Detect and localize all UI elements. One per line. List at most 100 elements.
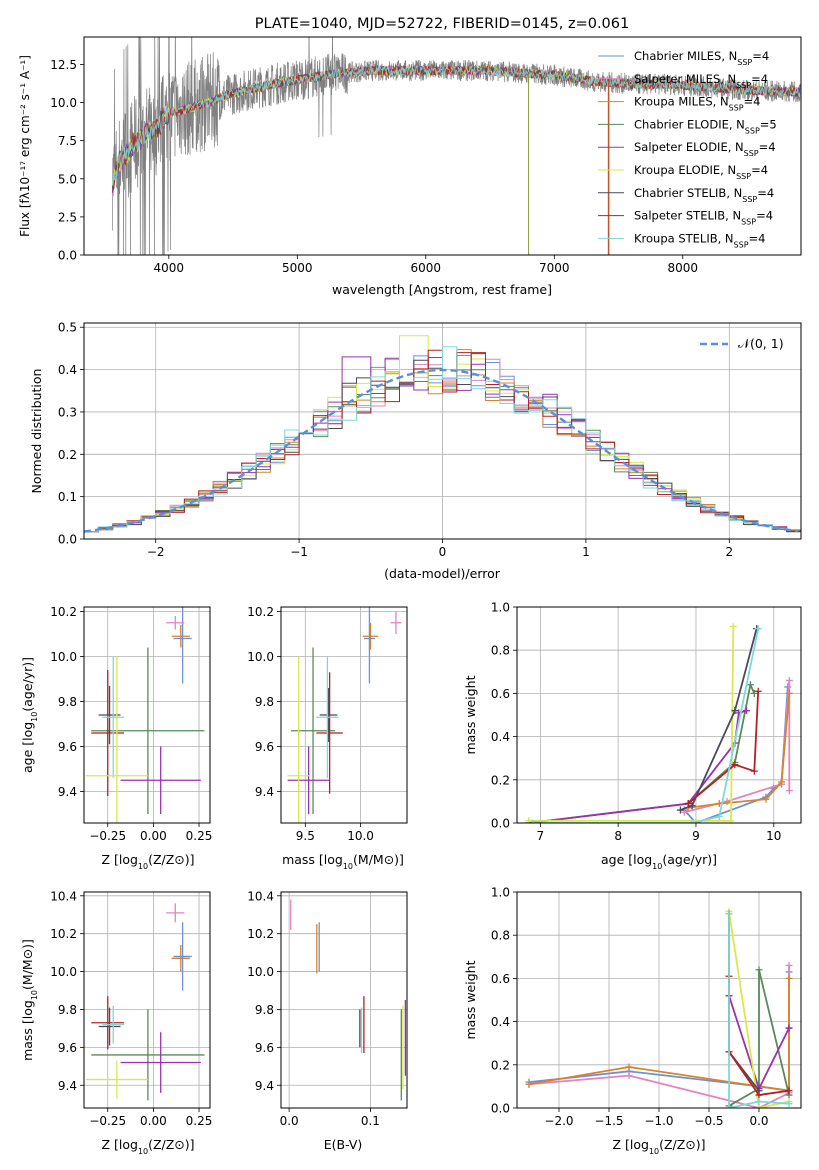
y-tick-label: 9.8 — [255, 1003, 274, 1017]
y-axis-label: mass weight — [463, 675, 478, 754]
x-axis-label: mass [log10(M/M⊙)] — [282, 852, 404, 871]
y-tick-label: 9.6 — [255, 740, 274, 754]
axes-frame — [280, 606, 408, 824]
weight-marker — [750, 689, 758, 697]
y-tick-label: 1.0 — [491, 886, 510, 900]
label-part: SSP — [745, 126, 760, 135]
weight-marker — [688, 819, 696, 823]
y-tick-label: 10.0 — [50, 96, 77, 110]
x-tick-label: 1 — [582, 545, 590, 559]
x-tick-label: 0.1 — [361, 1114, 380, 1128]
x-tick-label: −1.0 — [644, 1114, 673, 1128]
label-part: SSP — [741, 217, 756, 226]
label-part: 10 — [30, 712, 39, 722]
axes-mass_vs_Z: −0.25 0.00 0.25 9.4 9.6 9.8 10.0 10.2 10.4 — [50, 889, 212, 1128]
legend-entry: 𝒩(0, 1) — [738, 336, 784, 351]
label-part: SSP — [729, 103, 744, 112]
weight-marker — [785, 974, 793, 982]
label-part: =4 — [759, 140, 776, 154]
weight-marker — [680, 808, 688, 816]
label-part: (Z/Z⊙)] — [659, 1137, 705, 1152]
legend-entry: Salpeter STELIB, NSSP=4 — [634, 209, 773, 227]
y-tick-label: 0.3 — [58, 405, 77, 419]
y-tick-label: 9.8 — [58, 1003, 77, 1017]
x-tick-label: −0.25 — [89, 829, 126, 843]
weight-marker — [785, 787, 793, 795]
y-tick-label: 9.4 — [255, 785, 274, 799]
weight-marker — [755, 966, 763, 974]
weight-marker — [762, 795, 770, 803]
weight-marker — [785, 1100, 793, 1108]
plot-area — [84, 335, 801, 533]
weight-marker — [755, 1091, 763, 1099]
label-part: age [log — [601, 852, 652, 867]
label-part: Kroupa STELIB, N — [634, 231, 734, 245]
y-tick-label: 0.0 — [491, 817, 510, 831]
label-part: (age/yr)] — [662, 852, 717, 867]
label-part: =4 — [751, 72, 768, 86]
axes-mass_vs_EBV: 0.0 0.1 9.4 9.6 9.8 10.0 10.2 10.4 — [247, 889, 408, 1128]
axes-frame — [83, 891, 211, 1109]
x-tick-label: 0.0 — [749, 1114, 768, 1128]
weight-marker — [785, 1024, 793, 1032]
weight-series-line — [532, 628, 760, 823]
legend-entry: Chabrier STELIB, NSSP=4 — [634, 186, 774, 204]
weight-marker — [727, 817, 735, 823]
y-tick-label: 2.5 — [58, 210, 77, 224]
weight-marker — [785, 961, 793, 969]
weight-series-line — [528, 709, 747, 823]
y-tick-label: 10.2 — [50, 927, 77, 941]
x-tick-label: 2 — [725, 545, 733, 559]
weight-marker — [725, 1104, 733, 1108]
observed-spectrum — [111, 37, 801, 255]
x-tick-label: −1.5 — [594, 1114, 623, 1128]
y-tick-label: 12.5 — [50, 58, 77, 72]
y-tick-label: 0.2 — [491, 773, 510, 787]
label-part: SSP — [737, 58, 752, 67]
weight-marker — [778, 778, 786, 786]
y-tick-label: 0.4 — [491, 1015, 510, 1029]
y-axis-label: age [log10(age/yr)] — [20, 657, 39, 773]
y-tick-label: 9.8 — [255, 695, 274, 709]
y-tick-label: 10.2 — [50, 605, 77, 619]
x-axis-label: wavelength [Angstrom, rest frame] — [332, 282, 552, 297]
y-tick-label: 0.0 — [58, 249, 77, 263]
y-tick-label: 10.4 — [50, 889, 77, 903]
y-tick-label: 9.4 — [58, 1079, 77, 1093]
y-tick-label: 0.8 — [491, 929, 510, 943]
y-tick-label: 5.0 — [58, 172, 77, 186]
label-part: Kroupa ELODIE, N — [634, 163, 736, 177]
normal-reference-curve — [84, 368, 799, 533]
label-part: (Z/Z⊙)] — [148, 852, 194, 867]
y-axis-label: Normed distribution — [29, 369, 44, 494]
y-tick-label: 9.6 — [255, 1041, 274, 1055]
legend-entry: Salpeter MILES, NSSP=4 — [634, 72, 768, 90]
weight-marker — [731, 761, 739, 769]
y-tick-label: 0.0 — [491, 1102, 510, 1116]
axes-frame — [516, 606, 802, 824]
y-tick-label: 0.4 — [58, 363, 77, 377]
label-part: =4 — [756, 209, 773, 223]
y-tick-label: 0.6 — [491, 687, 510, 701]
x-tick-label: 0.00 — [140, 829, 167, 843]
y-tick-label: 0.5 — [58, 321, 77, 335]
label-part: =4 — [757, 186, 774, 200]
weight-marker — [755, 1098, 763, 1106]
y-tick-label: 0.8 — [491, 644, 510, 658]
label-part: (M/M⊙)] — [20, 939, 35, 990]
label-part: =4 — [752, 49, 769, 63]
legend-entry: Kroupa STELIB, NSSP=4 — [634, 231, 765, 249]
y-tick-label: 1.0 — [491, 601, 510, 615]
plot-area — [287, 607, 402, 823]
y-tick-label: 10.2 — [247, 927, 274, 941]
weight-marker — [625, 1072, 633, 1080]
weight-marker — [525, 817, 533, 823]
weight-marker — [754, 687, 762, 695]
x-tick-label: 8000 — [668, 261, 699, 275]
model-spectrum — [111, 64, 801, 185]
weight-marker — [625, 1063, 633, 1071]
label-part: Chabrier STELIB, N — [634, 186, 742, 200]
weight-marker — [750, 767, 758, 775]
label-part: Chabrier ELODIE, N — [634, 117, 745, 131]
label-part: 10 — [138, 862, 148, 871]
